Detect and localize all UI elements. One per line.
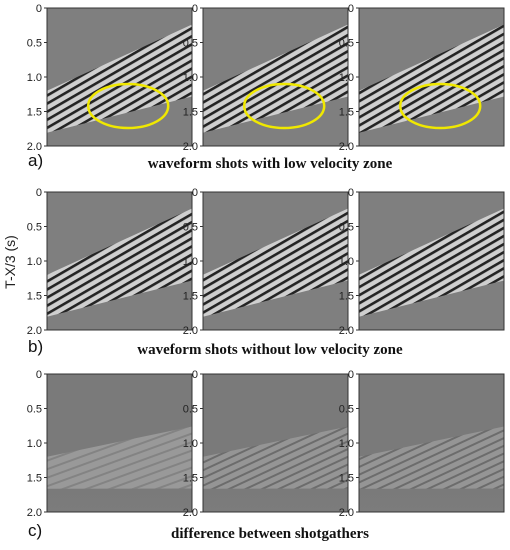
y-tick-label: 0 bbox=[192, 369, 198, 381]
shot-panel: 0 0.5 1.0 1.5 2.0 bbox=[183, 187, 349, 337]
y-tick-label: 1.0 bbox=[339, 256, 354, 268]
y-tick-label: 1.5 bbox=[183, 107, 198, 119]
figure-row-2: 00.51.01.52.000.51.01.52.000.51.01.52.0b… bbox=[27, 187, 505, 358]
row-label: a) bbox=[28, 151, 43, 170]
reflection-wavefield bbox=[359, 208, 504, 317]
coda-shading bbox=[359, 96, 504, 146]
y-axis-label: T-X/3 (s) bbox=[2, 235, 18, 289]
coda-shading bbox=[47, 96, 192, 146]
shot-panel: 0 0.5 1.0 1.5 2.0 bbox=[339, 3, 505, 153]
shot-panel: 0 0.5 1.0 1.5 2.0 bbox=[339, 187, 505, 337]
y-tick-label: 1.0 bbox=[183, 256, 198, 268]
y-tick-label: 0.5 bbox=[27, 404, 42, 416]
y-tick-label: 0.5 bbox=[339, 222, 354, 234]
shot-panel: 0 0.5 1.0 1.5 2.0 bbox=[27, 369, 193, 519]
y-tick-label: 0.5 bbox=[183, 404, 198, 416]
y-tick-label: 1.5 bbox=[339, 291, 354, 303]
y-tick-label: 0.5 bbox=[183, 38, 198, 50]
shot-panel: 0 0.5 1.0 1.5 2.0 bbox=[27, 3, 193, 153]
y-tick-label: 1.0 bbox=[339, 438, 354, 450]
y-tick-label: 2.0 bbox=[27, 325, 42, 337]
y-tick-label: 1.5 bbox=[27, 107, 42, 119]
reflection-wavefield bbox=[47, 208, 192, 317]
row-label: c) bbox=[28, 521, 42, 540]
y-tick-label: 0.5 bbox=[27, 222, 42, 234]
y-tick-label: 0 bbox=[192, 3, 198, 15]
y-tick-label: 0.5 bbox=[339, 38, 354, 50]
low-velocity-zone-highlight bbox=[398, 82, 482, 130]
low-velocity-zone-highlight bbox=[242, 82, 326, 130]
low-velocity-zone-highlight bbox=[86, 82, 170, 130]
coda-shading bbox=[359, 488, 504, 512]
y-tick-label: 1.5 bbox=[339, 473, 354, 485]
y-tick-label: 0.5 bbox=[183, 222, 198, 234]
coda-shading bbox=[203, 488, 348, 512]
reflection-wavefield bbox=[47, 24, 192, 133]
y-tick-label: 0 bbox=[348, 187, 354, 199]
y-tick-label: 1.0 bbox=[339, 72, 354, 84]
y-tick-label: 0.5 bbox=[339, 404, 354, 416]
y-tick-label: 1.0 bbox=[27, 72, 42, 84]
y-tick-label: 1.5 bbox=[183, 291, 198, 303]
coda-shading bbox=[203, 280, 348, 330]
shot-panel: 0 0.5 1.0 1.5 2.0 bbox=[183, 369, 349, 519]
shot-panel: 0 0.5 1.0 1.5 2.0 bbox=[27, 187, 193, 337]
y-tick-label: 2.0 bbox=[183, 507, 198, 519]
y-tick-label: 2.0 bbox=[27, 507, 42, 519]
y-tick-label: 2.0 bbox=[339, 507, 354, 519]
y-tick-label: 0 bbox=[36, 3, 42, 15]
y-tick-label: 2.0 bbox=[27, 141, 42, 153]
shot-panel: 0 0.5 1.0 1.5 2.0 bbox=[339, 369, 505, 519]
y-tick-label: 1.0 bbox=[27, 256, 42, 268]
y-tick-label: 1.5 bbox=[339, 107, 354, 119]
figure-row-1: 00.51.01.52.000.51.01.52.000.51.01.52.0a… bbox=[27, 3, 505, 172]
reflection-wavefield bbox=[203, 426, 348, 489]
row-caption: waveform shots with low velocity zone bbox=[148, 156, 393, 172]
y-tick-label: 1.0 bbox=[183, 72, 198, 84]
reflection-wavefield bbox=[203, 208, 348, 317]
y-tick-label: 1.5 bbox=[183, 473, 198, 485]
y-tick-label: 2.0 bbox=[183, 141, 198, 153]
coda-shading bbox=[47, 280, 192, 330]
row-label: b) bbox=[28, 337, 43, 356]
y-tick-label: 0 bbox=[192, 187, 198, 199]
y-tick-label: 2.0 bbox=[339, 325, 354, 337]
y-tick-label: 0.5 bbox=[27, 38, 42, 50]
coda-shading bbox=[47, 488, 192, 512]
y-tick-label: 2.0 bbox=[183, 325, 198, 337]
y-tick-label: 1.0 bbox=[183, 438, 198, 450]
figure-row-3: 0 0.5 1.0 1.5 2.0 0 0.5 1.0 1.5 2.0 0 0.5 1.0 1.5 2.0 c… bbox=[27, 369, 505, 542]
coda-shading bbox=[359, 280, 504, 330]
reflection-wavefield bbox=[359, 426, 504, 489]
y-tick-label: 0 bbox=[348, 369, 354, 381]
reflection-wavefield bbox=[47, 426, 192, 489]
reflection-wavefield bbox=[359, 24, 504, 133]
y-tick-label: 1.0 bbox=[27, 438, 42, 450]
reflection-wavefield bbox=[203, 24, 348, 133]
coda-shading bbox=[203, 96, 348, 146]
y-tick-label: 0 bbox=[36, 369, 42, 381]
y-tick-label: 2.0 bbox=[339, 141, 354, 153]
row-caption: waveform shots without low velocity zone bbox=[137, 342, 403, 358]
row-caption: difference between shotgathers bbox=[171, 526, 369, 542]
y-tick-label: 0 bbox=[36, 187, 42, 199]
shot-panel: 0 0.5 1.0 1.5 2.0 bbox=[183, 3, 349, 153]
y-tick-label: 0 bbox=[348, 3, 354, 15]
y-tick-label: 1.5 bbox=[27, 473, 42, 485]
y-tick-label: 1.5 bbox=[27, 291, 42, 303]
